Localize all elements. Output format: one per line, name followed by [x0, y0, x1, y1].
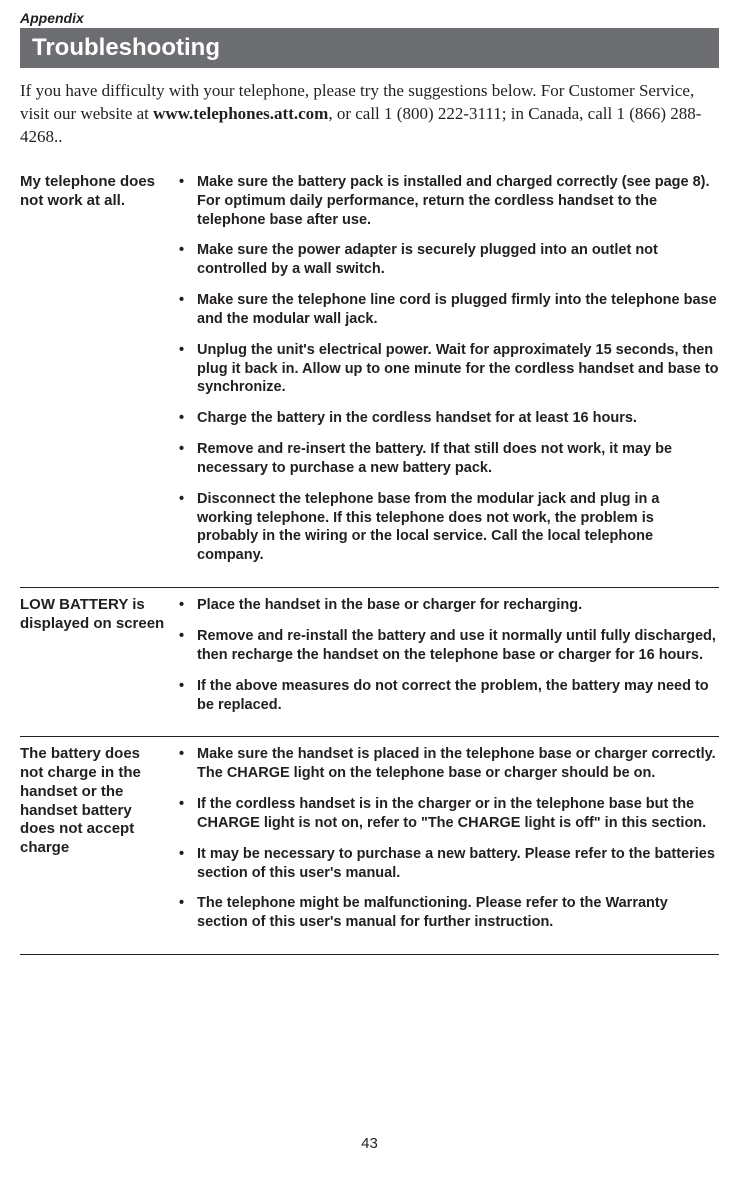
list-item: Remove and re-insert the battery. If tha… — [175, 440, 719, 478]
item-bold: CHARGE — [227, 765, 290, 781]
list-item: Place the handset in the base or charger… — [175, 596, 719, 615]
item-text: light on the telephone base or charger s… — [290, 765, 656, 781]
intro-text: If you have difficulty with your telepho… — [20, 80, 719, 149]
list-item: Charge the battery in the cordless hands… — [175, 409, 719, 428]
troubleshoot-section: LOW BATTERY is displayed on screen Place… — [20, 588, 719, 737]
item-text: light is off" in this section. — [520, 815, 706, 831]
list-item: Make sure the handset is placed in the t… — [175, 745, 719, 783]
list-item: If the above measures do not correct the… — [175, 677, 719, 715]
item-bold: CHARGE — [197, 815, 260, 831]
list-item: If the cordless handset is in the charge… — [175, 795, 719, 833]
section-heading: My telephone does not work at all. — [20, 173, 175, 577]
section-heading: LOW BATTERY is displayed on screen — [20, 596, 175, 726]
item-text: light is not on, refer to "The — [260, 815, 458, 831]
troubleshoot-section: The battery does not charge in the hands… — [20, 737, 719, 955]
intro-url: www.telephones.att.com — [153, 104, 328, 123]
page-number: 43 — [20, 1135, 719, 1152]
list-item: Make sure the power adapter is securely … — [175, 241, 719, 279]
list-item: Make sure the battery pack is installed … — [175, 173, 719, 230]
list-item: Unplug the unit's electrical power. Wait… — [175, 341, 719, 398]
item-text: If the cordless handset is in the charge… — [197, 796, 694, 812]
section-heading: The battery does not charge in the hands… — [20, 745, 175, 944]
section-content: Make sure the battery pack is installed … — [175, 173, 719, 577]
appendix-label: Appendix — [20, 10, 719, 26]
page-title: Troubleshooting — [20, 28, 719, 68]
list-item: It may be necessary to purchase a new ba… — [175, 845, 719, 883]
section-content: Make sure the handset is placed in the t… — [175, 745, 719, 944]
list-item: Make sure the telephone line cord is plu… — [175, 291, 719, 329]
list-item: Disconnect the telephone base from the m… — [175, 490, 719, 565]
list-item: Remove and re-install the battery and us… — [175, 627, 719, 665]
troubleshoot-section: My telephone does not work at all. Make … — [20, 165, 719, 588]
item-bold: CHARGE — [458, 815, 521, 831]
section-content: Place the handset in the base or charger… — [175, 596, 719, 726]
list-item: The telephone might be malfunctioning. P… — [175, 894, 719, 932]
